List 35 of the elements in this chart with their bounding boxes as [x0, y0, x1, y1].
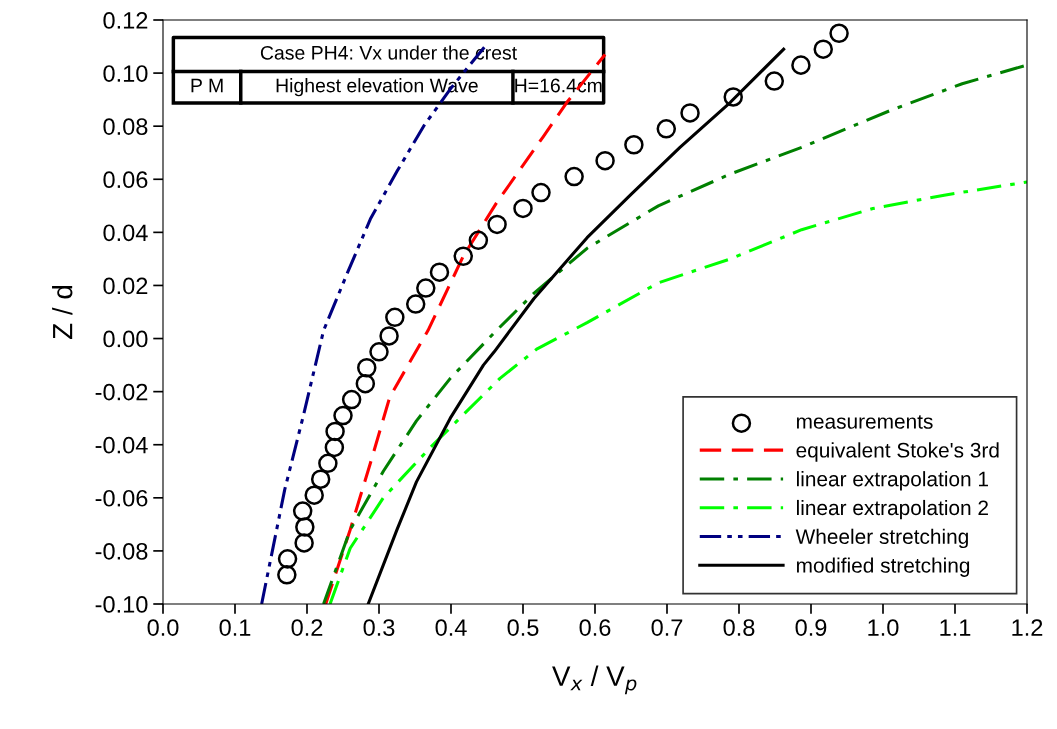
y-tick-label: 0.02 [103, 277, 148, 295]
y-tick-label: -0.06 [95, 489, 148, 507]
annotation: P M [191, 78, 223, 93]
legend-label: equivalent Stoke's 3rd [796, 442, 999, 462]
x-tick-label: 0.6 [579, 619, 611, 636]
x-tick-label: 1.1 [940, 619, 971, 636]
x-tick-label: 0.8 [723, 619, 755, 636]
legend-label: linear extrapolation 1 [797, 471, 988, 491]
y-tick-label: 0.04 [103, 224, 148, 242]
y-tick-label: -0.10 [95, 596, 148, 613]
x-tick-label: 0.9 [795, 619, 827, 636]
legend-label: measurements [796, 415, 933, 429]
x-tick-label: 0.5 [507, 619, 539, 636]
y-tick-label: 0.08 [103, 118, 148, 135]
legend-label: linear extrapolation 2 [797, 499, 988, 520]
annotation: Highest elevation Wave [276, 78, 478, 97]
x-tick-label: 1.2 [1012, 619, 1043, 636]
x-tick-label: 0.3 [363, 619, 395, 636]
x-tick-label: 0.0 [147, 619, 179, 636]
x-tick-label: 0.4 [435, 619, 467, 636]
y-tick-label: -0.02 [95, 383, 148, 401]
x-axis-title: V$_{x}$ / V$_{p}$ [552, 665, 637, 695]
x-tick-label: 0.7 [651, 619, 683, 636]
y-tick-label: 0.12 [103, 12, 148, 29]
x-tick-label: 1.0 [868, 619, 899, 636]
y-tick-label: 0.10 [103, 65, 148, 82]
y-tick-label: 0.00 [103, 330, 148, 348]
x-tick-label: 0.1 [219, 619, 251, 636]
legend-label: modified stretching [796, 557, 970, 577]
y-axis-title: Z / d [52, 286, 73, 339]
y-tick-label: -0.08 [95, 542, 148, 560]
x-tick-label: 0.2 [291, 619, 323, 636]
legend-label: Wheeler stretching [795, 528, 968, 549]
y-tick-label: 0.06 [103, 171, 148, 189]
y-tick-label: -0.04 [95, 436, 148, 454]
